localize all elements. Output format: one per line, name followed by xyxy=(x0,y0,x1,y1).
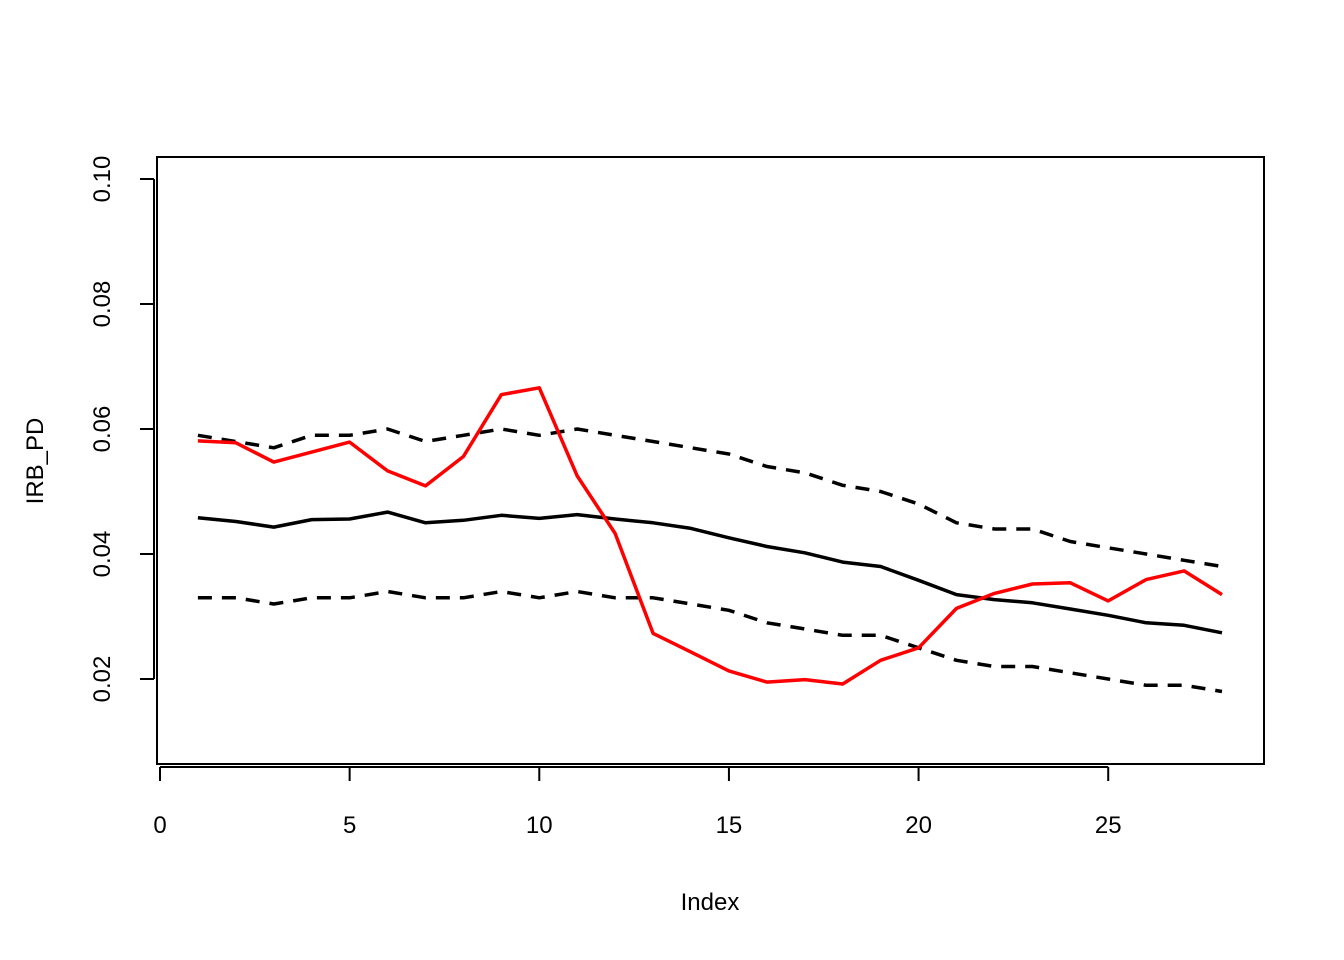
y-axis: 0.02 0.04 0.06 0.08 0.10 xyxy=(89,156,155,703)
y-tick-label: 0.02 xyxy=(89,656,116,703)
series-layer xyxy=(197,386,1223,694)
x-axis: 0 5 10 15 20 25 xyxy=(153,766,1122,839)
x-axis-label: Index xyxy=(681,889,740,916)
x-tick-label: 25 xyxy=(1095,812,1122,839)
series-lower-bound-line xyxy=(197,589,1223,694)
x-tick-label: 20 xyxy=(905,812,932,839)
plot-frame xyxy=(156,156,1265,765)
x-tick-label: 5 xyxy=(343,812,356,839)
x-tick-label: 0 xyxy=(153,812,166,839)
series-mean-line xyxy=(197,510,1223,635)
series-observed-line xyxy=(197,386,1223,686)
x-tick-label: 10 xyxy=(526,812,553,839)
y-axis-label: IRB_PD xyxy=(22,418,49,505)
x-tick-label: 15 xyxy=(716,812,743,839)
y-tick-label: 0.04 xyxy=(89,531,116,578)
y-tick-label: 0.06 xyxy=(89,406,116,453)
y-tick-label: 0.08 xyxy=(89,281,116,328)
y-tick-label: 0.10 xyxy=(89,156,116,203)
series-upper-bound-line xyxy=(197,427,1223,569)
